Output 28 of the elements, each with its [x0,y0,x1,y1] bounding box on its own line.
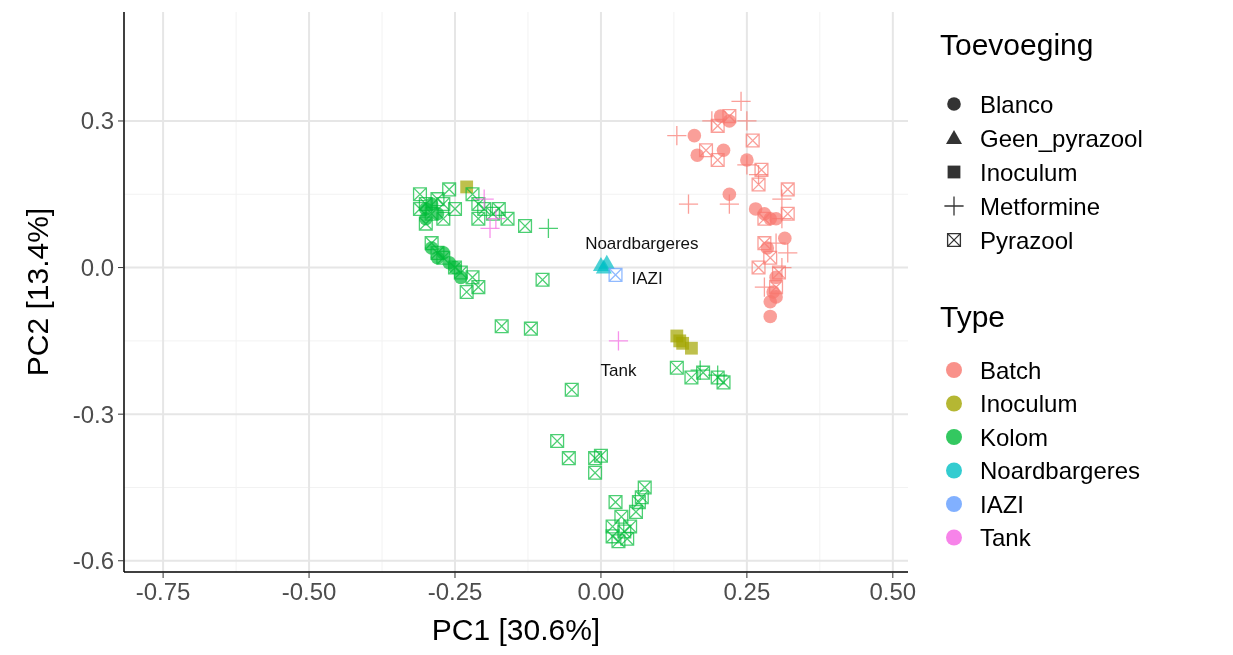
text: Pyrazool [980,226,1074,254]
annotation: IAZI [631,269,663,289]
x-tick-label: -0.75 [135,578,191,605]
x-axis-title: PC1 [30.6%] [431,613,601,646]
legend-label: Noardbargeres [980,457,1141,484]
annotation: Noardbargeres [585,234,699,254]
y-tick-label: 0.3 [80,107,114,135]
legend-label: Tank [980,524,1032,551]
legend-label: IAZI [980,490,1025,518]
x-tick-label: -0.25 [427,578,483,605]
y-axis-title: PC2 [13.4%] [21,207,54,377]
legend-label: Kolom [980,423,1049,451]
text: Blanco [980,90,1054,118]
y-tick-label: -0.6 [72,547,114,575]
text: Geen_pyrazool [980,124,1143,152]
x-tick-label: 0.00 [577,578,625,605]
legend-label: Batch [980,356,1042,384]
x-tick-label: 0.50 [869,578,917,605]
y-tick-label: -0.3 [72,400,114,428]
legend-label: Inoculum [980,390,1078,417]
text: Metformine [980,192,1101,220]
x-tick-label: -0.50 [281,578,337,605]
legend-title: Type [940,300,1006,333]
y-tick-label: 0.0 [80,254,114,282]
text: Inoculum [980,158,1078,186]
text: Toevoeging [940,28,1094,61]
x-tick-label: 0.25 [723,578,771,605]
annotation: Tank [600,361,637,381]
